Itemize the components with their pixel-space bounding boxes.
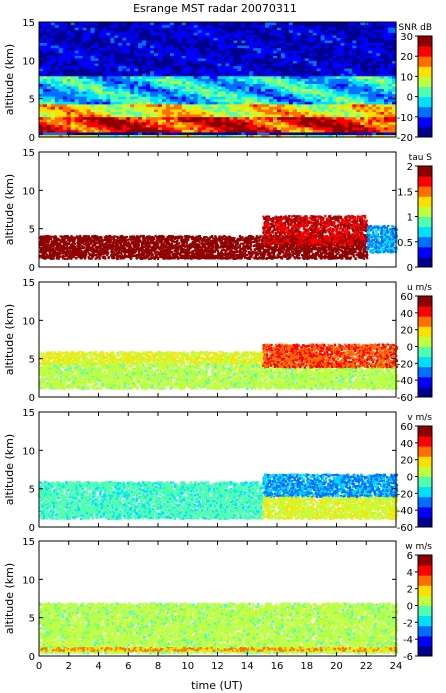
heatmap-cell: [252, 251, 254, 253]
colorbar-label-snr: SNR dB: [399, 23, 432, 33]
y-tick-label: 0: [29, 133, 35, 144]
colorbar-tick-label: 30: [400, 32, 413, 43]
colorbar-snr: -20 -10 0 10 20 30SNR dB: [397, 23, 432, 144]
colorbar-tick-label: -10: [397, 113, 413, 124]
figure-title: Esrange MST radar 20070311: [133, 2, 297, 15]
y-axis-label-snr: altitude (km): [3, 44, 16, 115]
colorbar-tick-label: 20: [400, 52, 413, 63]
y-tick-label: 15: [22, 18, 35, 29]
colorbar-tick-label: 0: [407, 93, 413, 104]
panel-tau: 051015altitude (km)00.511.52tau S: [3, 148, 432, 274]
colorbar-tick-label: -20: [397, 133, 413, 144]
heatmap-cells-tau: [39, 215, 398, 260]
heatmap-cells-snr: [39, 22, 397, 138]
colorbar-tick-label: 10: [400, 72, 413, 83]
heatmap-cell: [53, 257, 55, 259]
y-tick-label: 10: [22, 56, 35, 67]
y-tick-label: 5: [29, 95, 35, 106]
